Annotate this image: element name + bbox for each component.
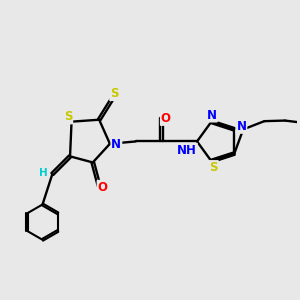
Text: N: N — [207, 109, 217, 122]
Text: S: S — [64, 110, 72, 123]
Text: O: O — [98, 181, 108, 194]
Text: NH: NH — [177, 144, 197, 157]
Text: N: N — [236, 120, 246, 133]
Text: N: N — [111, 138, 122, 151]
Text: S: S — [110, 87, 118, 100]
Text: H: H — [38, 168, 47, 178]
Text: S: S — [209, 161, 218, 174]
Text: O: O — [161, 112, 171, 125]
